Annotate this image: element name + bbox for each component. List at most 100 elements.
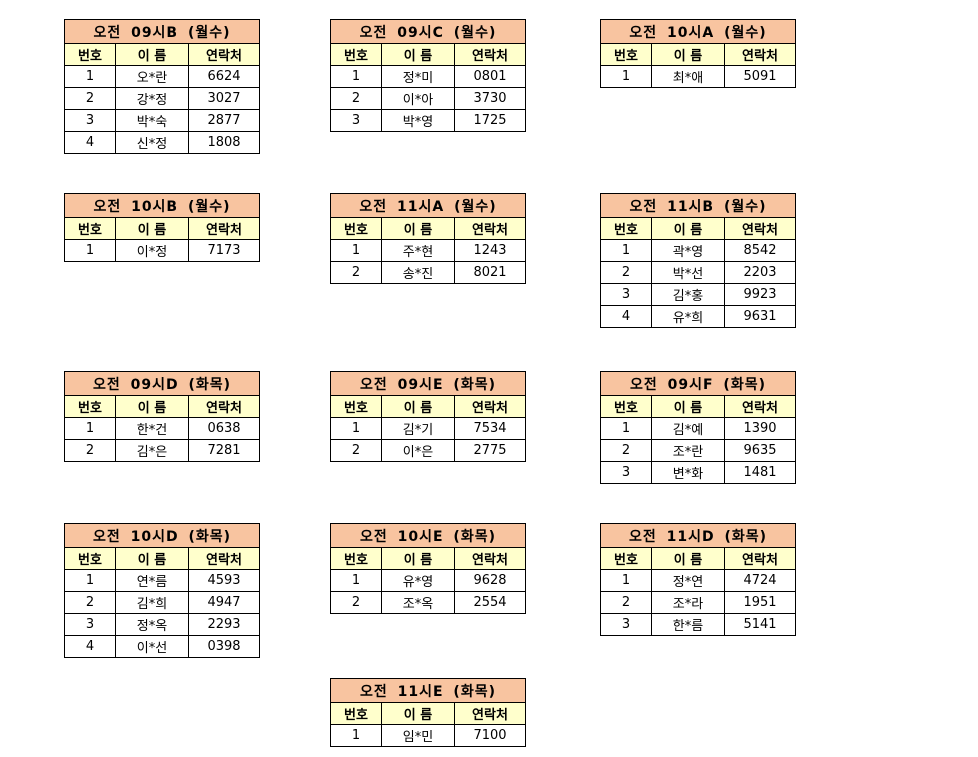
column-header: 번호 [64, 43, 116, 66]
name-cell: 정*연 [651, 569, 725, 592]
table-title-row: 오전 11시A (월수) [330, 193, 526, 218]
contact-cell: 0638 [188, 417, 260, 440]
roster-table: 오전 11시E (화목) 번호 이 름 연락처 1 임*민 7100 [330, 678, 526, 747]
table-row: 1 김*예 1390 [600, 417, 796, 440]
row-number-cell: 1 [64, 239, 116, 262]
table-title: 오전 10시A (월수) [600, 19, 796, 44]
table-row: 4 이*선 0398 [64, 635, 260, 658]
roster-table: 오전 09시F (화목) 번호 이 름 연락처 1 김*예 1390 2 조*란 9635 3 변… [600, 371, 796, 484]
table-title: 오전 11시E (화목) [330, 678, 526, 703]
table-row: 1 연*름 4593 [64, 569, 260, 592]
table-title-row: 오전 11시B (월수) [600, 193, 796, 218]
contact-cell: 0398 [188, 635, 260, 658]
contact-cell: 4593 [188, 569, 260, 592]
table-title-row: 오전 11시D (화목) [600, 523, 796, 548]
column-header-row: 번호 이 름 연락처 [600, 395, 796, 418]
name-cell: 최*애 [651, 65, 725, 88]
contact-cell: 2293 [188, 613, 260, 636]
column-header: 연락처 [454, 702, 526, 725]
column-header: 번호 [600, 395, 652, 418]
column-header-row: 번호 이 름 연락처 [600, 547, 796, 570]
table-row: 2 김*은 7281 [64, 439, 260, 462]
row-number-cell: 3 [600, 283, 652, 306]
column-header-row: 번호 이 름 연락처 [600, 217, 796, 240]
contact-cell: 7173 [188, 239, 260, 262]
name-cell: 조*옥 [381, 591, 455, 614]
column-header: 이 름 [651, 43, 725, 66]
column-header: 이 름 [381, 702, 455, 725]
table-row: 1 이*정 7173 [64, 239, 260, 262]
name-cell: 곽*영 [651, 239, 725, 262]
row-number-cell: 3 [64, 613, 116, 636]
name-cell: 주*현 [381, 239, 455, 262]
table-title: 오전 10시D (화목) [64, 523, 260, 548]
row-number-cell: 2 [64, 87, 116, 110]
table-title-row: 오전 10시D (화목) [64, 523, 260, 548]
table-row: 1 한*건 0638 [64, 417, 260, 440]
table-title: 오전 09시F (화목) [600, 371, 796, 396]
class-roster-table: 오전 09시F (화목) 번호 이 름 연락처 1 김*예 1390 2 조*란 9635 3 변… [600, 371, 796, 484]
name-cell: 김*은 [115, 439, 189, 462]
table-title-row: 오전 10시A (월수) [600, 19, 796, 44]
contact-cell: 8542 [724, 239, 796, 262]
row-number-cell: 1 [64, 569, 116, 592]
roster-table: 오전 10시A (월수) 번호 이 름 연락처 1 최*애 5091 [600, 19, 796, 88]
class-roster-table: 오전 10시A (월수) 번호 이 름 연락처 1 최*애 5091 [600, 19, 796, 88]
name-cell: 정*미 [381, 65, 455, 88]
name-cell: 신*정 [115, 131, 189, 154]
column-header: 이 름 [115, 43, 189, 66]
row-number-cell: 2 [330, 591, 382, 614]
contact-cell: 1808 [188, 131, 260, 154]
contact-cell: 8021 [454, 261, 526, 284]
column-header: 번호 [330, 702, 382, 725]
name-cell: 박*영 [381, 109, 455, 132]
roster-table: 오전 10시E (화목) 번호 이 름 연락처 1 유*영 9628 2 조*옥 2554 [330, 523, 526, 614]
class-roster-table: 오전 11시E (화목) 번호 이 름 연락처 1 임*민 7100 [330, 678, 526, 747]
row-number-cell: 2 [600, 261, 652, 284]
column-header: 이 름 [381, 395, 455, 418]
table-title: 오전 09시C (월수) [330, 19, 526, 44]
column-header: 이 름 [651, 547, 725, 570]
table-row: 1 김*기 7534 [330, 417, 526, 440]
contact-cell: 7281 [188, 439, 260, 462]
name-cell: 유*희 [651, 305, 725, 328]
contact-cell: 9635 [724, 439, 796, 462]
table-title-row: 오전 09시D (화목) [64, 371, 260, 396]
contact-cell: 3027 [188, 87, 260, 110]
table-row: 2 조*라 1951 [600, 591, 796, 614]
table-row: 3 정*옥 2293 [64, 613, 260, 636]
contact-cell: 1243 [454, 239, 526, 262]
roster-table: 오전 11시A (월수) 번호 이 름 연락처 1 주*현 1243 2 송*진 8021 [330, 193, 526, 284]
column-header: 연락처 [188, 395, 260, 418]
row-number-cell: 1 [330, 569, 382, 592]
column-header: 이 름 [115, 395, 189, 418]
table-title: 오전 10시B (월수) [64, 193, 260, 218]
column-header: 이 름 [115, 217, 189, 240]
contact-cell: 5091 [724, 65, 796, 88]
name-cell: 이*선 [115, 635, 189, 658]
column-header: 번호 [64, 217, 116, 240]
class-roster-table: 오전 11시B (월수) 번호 이 름 연락처 1 곽*영 8542 2 박*선 2203 3 김… [600, 193, 796, 328]
name-cell: 변*화 [651, 461, 725, 484]
column-header: 번호 [600, 217, 652, 240]
contact-cell: 5141 [724, 613, 796, 636]
contact-cell: 7534 [454, 417, 526, 440]
column-header: 연락처 [188, 217, 260, 240]
table-row: 3 박*영 1725 [330, 109, 526, 132]
column-header-row: 번호 이 름 연락처 [330, 43, 526, 66]
row-number-cell: 2 [330, 87, 382, 110]
class-roster-table: 오전 10시B (월수) 번호 이 름 연락처 1 이*정 7173 [64, 193, 260, 262]
column-header: 번호 [64, 395, 116, 418]
roster-table: 오전 10시D (화목) 번호 이 름 연락처 1 연*름 4593 2 김*희 4947 3 정… [64, 523, 260, 658]
table-row: 4 유*희 9631 [600, 305, 796, 328]
contact-cell: 9628 [454, 569, 526, 592]
class-roster-table: 오전 09시E (화목) 번호 이 름 연락처 1 김*기 7534 2 이*은 2775 [330, 371, 526, 462]
contact-cell: 6624 [188, 65, 260, 88]
roster-table: 오전 09시B (월수) 번호 이 름 연락처 1 오*란 6624 2 강*정 3027 3 박… [64, 19, 260, 154]
name-cell: 연*름 [115, 569, 189, 592]
contact-cell: 7100 [454, 724, 526, 747]
table-row: 2 강*정 3027 [64, 87, 260, 110]
contact-cell: 2775 [454, 439, 526, 462]
class-roster-table: 오전 09시C (월수) 번호 이 름 연락처 1 정*미 0801 2 이*아 3730 3 박… [330, 19, 526, 132]
column-header: 이 름 [651, 217, 725, 240]
